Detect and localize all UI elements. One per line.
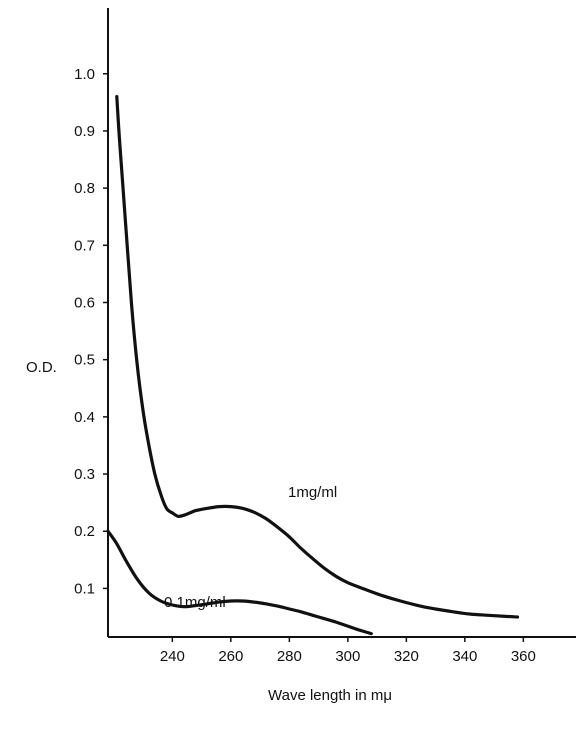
y-tick-label: 0.5 [74, 352, 95, 369]
y-tick-label: 0.4 [74, 409, 95, 426]
y-tick-label: 1.0 [74, 66, 95, 83]
x-tick-label: 300 [335, 648, 360, 665]
series-line-0 [115, 95, 520, 619]
y-ticks: 0.1 0.2 0.3 0.4 0.5 0.6 0.7 0.8 0.9 1.0 [74, 66, 108, 597]
series-layer [106, 95, 520, 636]
y-tick-label: 0.6 [74, 294, 95, 311]
axes [107, 8, 576, 638]
y-tick-label: 0.3 [74, 466, 95, 483]
y-tick-label: 0.2 [74, 523, 95, 540]
x-tick-label: 260 [218, 648, 243, 665]
x-tick-label: 280 [277, 648, 302, 665]
x-tick-label: 340 [452, 648, 477, 665]
series-label-1mg: 1mg/ml [288, 484, 337, 501]
y-axis-title: O.D. [26, 359, 57, 376]
x-tick-label: 360 [511, 648, 536, 665]
series-line-1 [106, 529, 373, 636]
x-tick-label: 240 [160, 648, 185, 665]
x-ticks: 240 260 280 300 320 340 360 [160, 637, 536, 665]
y-tick-label: 0.1 [74, 580, 95, 597]
x-axis-title: Wave length in mμ [268, 687, 392, 704]
y-tick-label: 0.7 [74, 237, 95, 254]
x-tick-label: 320 [394, 648, 419, 665]
y-tick-label: 0.8 [74, 180, 95, 197]
series-label-0-1mg: 0.1mg/ml [164, 594, 226, 611]
y-tick-label: 0.9 [74, 123, 95, 140]
